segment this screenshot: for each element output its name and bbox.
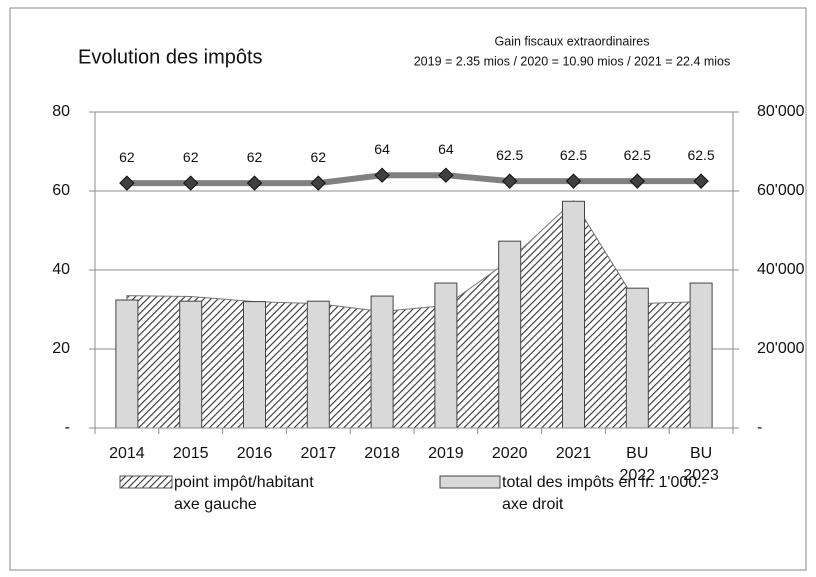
data-label: 62: [311, 149, 327, 165]
marker: [310, 175, 327, 191]
marker: [119, 175, 135, 191]
bar: [689, 282, 713, 429]
y-tick-label: -: [65, 419, 70, 436]
marker: [693, 173, 709, 189]
x-tick-label: BU 2022: [620, 445, 656, 484]
bar: [625, 287, 649, 429]
bar: [306, 300, 330, 429]
y2-tick-label: 80'000: [757, 103, 805, 120]
bar: [115, 299, 139, 429]
x-tick-label: 2018: [364, 445, 400, 462]
marker: [374, 167, 390, 183]
bar: [562, 200, 585, 429]
x-tick-label: 2015: [173, 445, 209, 462]
data-label: 64: [438, 141, 454, 157]
marker: [182, 175, 199, 191]
bar: [370, 295, 394, 429]
y2-tick-label: -: [757, 419, 762, 436]
y-tick-label: 20: [52, 340, 70, 357]
y2-tick-label: 20'000: [757, 340, 805, 357]
marker: [629, 173, 646, 189]
chart-title: Evolution des impôts: [78, 46, 263, 68]
data-label: 64: [374, 141, 390, 157]
x-tick-label: 2020: [492, 445, 528, 462]
x-tick-label: 2019: [428, 445, 464, 462]
y2-tick-label: 60'000: [757, 182, 805, 199]
bar: [434, 282, 458, 429]
bar: [243, 301, 266, 429]
legend-swatch: [119, 475, 173, 489]
annotation: Gain fiscaux extraordinaires: [495, 34, 650, 48]
y-tick-label: 40: [52, 261, 70, 278]
marker: [565, 173, 582, 189]
x-tick-label: 2016: [237, 445, 273, 462]
marker: [501, 173, 518, 189]
data-label: 62: [119, 149, 135, 165]
data-label: 62.5: [560, 147, 587, 163]
y-tick-label: 60: [52, 182, 70, 199]
legend-swatch: [439, 475, 501, 489]
legend-label: total des impôts en fr. 1'000.-axe droit: [502, 474, 707, 513]
y-tick-label: 80: [52, 103, 70, 120]
x-tick-label: 2017: [301, 445, 337, 462]
x-tick-label: 2014: [109, 445, 145, 462]
data-label: 62.5: [687, 147, 714, 163]
marker: [246, 175, 263, 191]
data-label: 62: [247, 149, 263, 165]
y2-tick-label: 40'000: [757, 261, 805, 278]
marker: [438, 167, 454, 183]
line: [126, 172, 702, 187]
bar: [179, 300, 203, 429]
bar: [498, 240, 522, 429]
x-tick-label: BU 2023: [683, 445, 719, 484]
x-tick-label: 2021: [556, 445, 592, 462]
data-label: 62: [183, 149, 199, 165]
annotation: 2019 = 2.35 mios / 2020 = 10.90 mios / 2…: [414, 54, 731, 68]
data-label: 62.5: [496, 147, 523, 163]
data-label: 62.5: [624, 147, 651, 163]
legend-label: point impôt/habitant axe gauche: [174, 474, 314, 513]
